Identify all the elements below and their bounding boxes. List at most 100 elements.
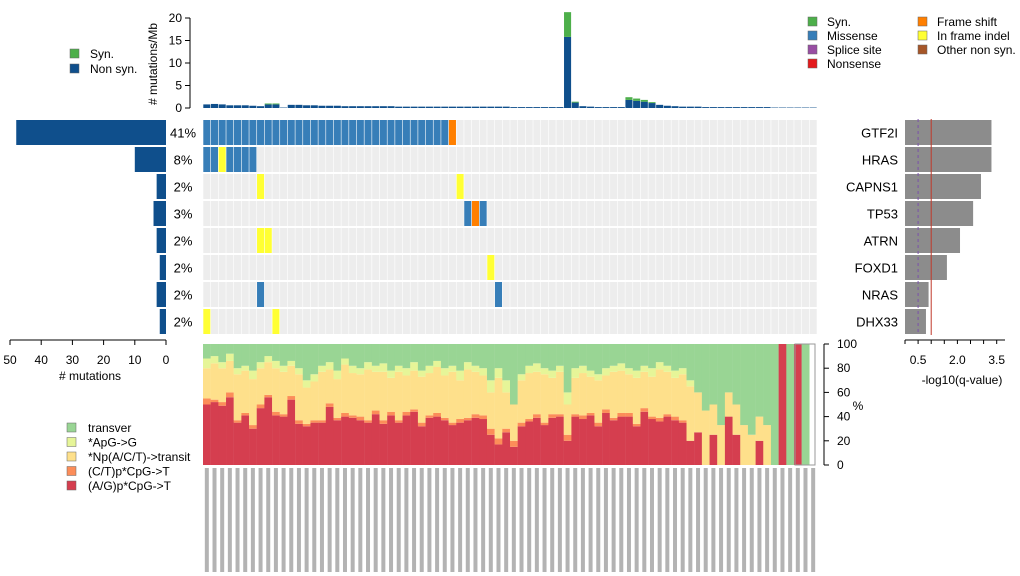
top-bar-nonsyn	[694, 106, 702, 108]
spectrum-segment	[394, 344, 403, 366]
right-xtick-label: 3.5	[988, 353, 1005, 367]
sample-name-mark	[319, 468, 324, 572]
top-bar-nonsyn	[303, 105, 311, 108]
top-bar-nonsyn	[748, 107, 756, 108]
spectrum-segment	[556, 344, 564, 366]
spectrum-segment	[486, 380, 495, 393]
mutation-cell	[486, 255, 495, 280]
sample-name-mark	[780, 468, 785, 572]
top-bar-nonsyn	[410, 106, 418, 108]
sample-name-mark	[696, 468, 701, 572]
top-bar-nonsyn	[633, 100, 641, 108]
spectrum-legend-label: (A/G)p*CpG->T	[88, 479, 172, 493]
spectrum-segment	[686, 386, 695, 441]
spectrum-segment	[625, 374, 633, 413]
spectrum-segment	[517, 426, 526, 465]
spectrum-segment	[479, 344, 488, 369]
gene-name: FOXD1	[855, 261, 898, 276]
top-bar-nonsyn	[264, 104, 272, 108]
top-bar-nonsyn	[679, 106, 687, 108]
top-barplot-ylabel: # mutations/Mb	[146, 23, 160, 105]
spectrum-segment	[479, 368, 488, 376]
spectrum-segment	[463, 362, 472, 370]
spectrum-segment	[387, 377, 396, 412]
spectrum-segment	[786, 344, 795, 465]
spectrum-segment	[540, 374, 549, 423]
top-barplot: # mutations/Mb 0 5 10 15 20	[146, 11, 817, 115]
sample-name-mark	[435, 468, 440, 572]
spectrum-segment	[318, 365, 326, 372]
variant-legend-label: Syn.	[827, 15, 851, 29]
spectrum-segment	[272, 360, 280, 369]
top-bar-nonsyn	[732, 107, 740, 108]
spectrum-segment	[279, 365, 288, 372]
variant-legend-swatch	[807, 16, 818, 27]
spectrum-legend: transver*ApG->G*Np(A/C/T)->transit(C/T)p…	[66, 421, 191, 493]
top-bar-syn	[264, 103, 272, 105]
top-bar-nonsyn	[456, 106, 464, 108]
spectrum-segment	[387, 411, 396, 416]
spectrum-segment	[686, 440, 695, 465]
spectrum-segment	[356, 344, 365, 369]
gene-name: DHX33	[856, 315, 898, 330]
spectrum-segment	[233, 420, 242, 423]
spectrum-segment	[579, 373, 587, 416]
spectrum-segment	[525, 344, 534, 366]
top-bar-nonsyn	[579, 106, 587, 108]
spectrum-ytick-label: 40	[837, 410, 851, 424]
spectrum-segment	[602, 375, 610, 410]
spectrum-segment	[563, 344, 572, 393]
top-bar-nonsyn	[763, 107, 771, 108]
spectrum-segment	[655, 344, 664, 363]
spectrum-segment	[241, 370, 250, 413]
left-xtick-label: 20	[97, 353, 111, 367]
spectrum-segment	[249, 428, 257, 465]
spectrum-segment	[609, 420, 618, 465]
sample-name-mark	[688, 468, 693, 572]
spectrum-segment	[433, 344, 442, 361]
spectrum-segment	[279, 414, 288, 417]
top-bar-syn	[272, 103, 280, 105]
variant-legend-label: Splice site	[827, 43, 882, 57]
spectrum-segment	[586, 415, 595, 465]
top-ytick-label: 15	[169, 34, 183, 48]
sample-name-mark	[619, 468, 624, 572]
spectrum-segment	[364, 420, 373, 423]
spectrum-ytick-label: 20	[837, 434, 851, 448]
spectrum-ticks: 0 20 40 60 80 100	[824, 337, 857, 472]
left-xtick-label: 30	[66, 353, 80, 367]
oncoprint-gridlines	[202, 118, 818, 336]
spectrum-segment	[701, 344, 710, 411]
spectrum-segment	[302, 380, 311, 388]
spectrum-segment	[356, 368, 365, 375]
spectrum-segment	[486, 428, 495, 435]
spectrum-segment	[318, 420, 326, 423]
spectrum-segment	[371, 344, 380, 366]
spectrum-segment	[617, 416, 626, 465]
spectrum-segment	[540, 368, 549, 375]
spectrum-segment	[440, 368, 449, 376]
spectrum-segment	[602, 409, 610, 413]
spectrum-segment	[356, 374, 365, 417]
spectrum-segment	[310, 422, 319, 465]
spectrum-segment	[663, 416, 672, 465]
qvalue-bar	[905, 174, 981, 199]
top-bar-syn	[564, 12, 572, 37]
spectrum-segment	[440, 417, 449, 421]
right-barplot: 0.5 2.0 3.5 -log10(q-value)	[904, 119, 1005, 387]
sample-name-mark	[765, 468, 770, 572]
spectrum-segment	[586, 344, 595, 371]
spectrum-segment	[510, 344, 518, 405]
spectrum-segment	[556, 416, 564, 465]
spectrum-segment	[793, 344, 802, 465]
spectrum-segment	[394, 422, 403, 465]
sample-name-mark	[212, 468, 217, 572]
spectrum-segment	[625, 416, 633, 465]
sample-name-mark	[358, 468, 363, 572]
spectrum-segment	[602, 368, 610, 376]
spectrum-segment	[402, 368, 411, 376]
spectrum-segment	[525, 373, 534, 420]
sample-name-mark	[795, 468, 800, 572]
spectrum-segment	[563, 440, 572, 465]
spectrum-segment	[709, 434, 718, 465]
